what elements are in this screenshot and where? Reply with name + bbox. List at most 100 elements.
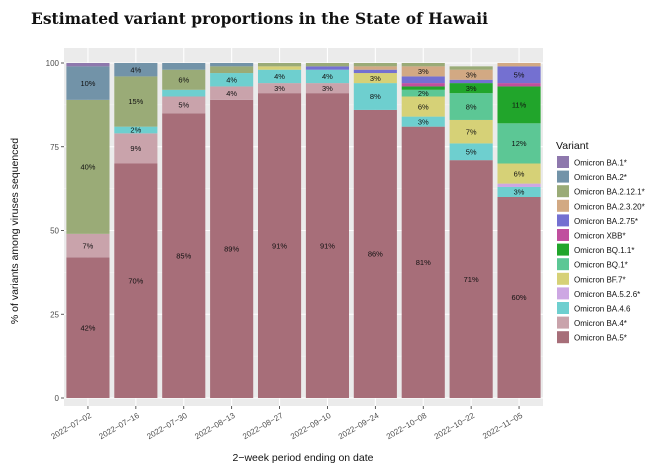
data-label: 4% (226, 89, 237, 98)
data-label: 8% (370, 92, 381, 101)
legend-swatch (557, 170, 569, 183)
bar-segment (66, 63, 110, 67)
bar-segment (257, 83, 302, 94)
bar-segment (401, 86, 445, 90)
bar-segment (353, 73, 397, 84)
bar-segment (449, 93, 493, 120)
bar-segment (66, 66, 110, 100)
legend-label: Omicron BA.1* (574, 159, 627, 168)
bar-segment (401, 96, 445, 117)
bar-segment (257, 69, 302, 84)
legend-label: Omicron BA.2.3.20* (574, 202, 645, 211)
bars (66, 63, 541, 399)
data-labels: 42% 7% 40% 10% 70% 9% 2% 15% 4% 85% 5% 6% 89% 4% 4% 91%… (80, 65, 526, 332)
bar-segment (114, 126, 158, 134)
x-tick-label: 2022−07−16 (97, 411, 141, 442)
legend-swatch (557, 258, 569, 271)
bar-segment (114, 63, 158, 77)
bar-segment (497, 163, 541, 184)
x-axis: 2022−07−02 2022−07−16 2022−07−30 2022−08−13… (50, 406, 525, 441)
bar-segment (66, 99, 110, 234)
data-label: 12% (512, 139, 527, 148)
data-label: 42% (80, 323, 95, 332)
bar-segment (162, 63, 206, 70)
data-label: 4% (130, 65, 141, 74)
y-tick-label: 25 (50, 310, 59, 319)
data-label: 7% (466, 127, 477, 136)
x-tick-label: 2022−09−24 (337, 411, 381, 442)
legend-swatch (557, 331, 569, 344)
bar-segment (305, 93, 350, 399)
bar-segment (305, 83, 350, 94)
data-label: 5% (514, 70, 525, 79)
bar-segment (257, 63, 302, 67)
bar-segment (401, 76, 445, 84)
data-label: 40% (80, 163, 95, 172)
legend-swatch (557, 316, 569, 329)
y-tick-label: 50 (50, 227, 59, 236)
data-label: 85% (176, 251, 191, 260)
bar-segment (497, 197, 541, 398)
data-label: 7% (83, 241, 94, 250)
data-label: 3% (466, 70, 477, 79)
bar-segment (353, 109, 397, 399)
bar-segment (497, 86, 541, 124)
bar-segment (114, 133, 158, 164)
bar-segment (114, 163, 158, 398)
data-label: 3% (466, 84, 477, 93)
legend-swatch (557, 272, 569, 285)
data-label: 4% (226, 75, 237, 84)
bar-segment (497, 186, 541, 197)
bar-segment (210, 99, 254, 398)
legend-swatch (557, 243, 569, 256)
bar-segment (497, 123, 541, 164)
x-tick-label: 2022−08−27 (241, 411, 285, 442)
y-axis-title: % of variants among viruses sequenced (9, 138, 21, 324)
y-tick-label: 0 (55, 394, 60, 403)
data-label: 60% (512, 293, 527, 302)
data-label: 91% (272, 241, 287, 250)
x-tick-label: 2022−07−30 (145, 411, 189, 442)
bar-segment (66, 233, 110, 258)
data-label: 9% (130, 144, 141, 153)
bar-segment (449, 79, 493, 84)
chart-title: Estimated variant proportions in the Sta… (31, 9, 489, 28)
bar-segment (305, 66, 350, 70)
bar-segment (257, 93, 302, 399)
data-label: 91% (320, 241, 335, 250)
bar-segment (353, 69, 397, 74)
data-label: 86% (368, 250, 383, 259)
bar-segment (449, 83, 493, 94)
data-label: 3% (370, 74, 381, 83)
bar-segment (162, 69, 206, 90)
data-label: 89% (224, 245, 239, 254)
x-tick-label: 2022−10−08 (385, 411, 429, 442)
data-label: 3% (322, 84, 333, 93)
bar-segment (210, 66, 254, 74)
legend-swatch (557, 287, 569, 300)
legend-title: Variant (556, 140, 589, 152)
legend-label: Omicron BA.4* (574, 319, 627, 328)
bar-segment (497, 83, 541, 87)
bar-segment (353, 83, 397, 110)
data-label: 4% (322, 72, 333, 81)
bar-segment (449, 66, 493, 70)
bar-segment (497, 66, 541, 84)
bar-segment (449, 69, 493, 80)
bar-segment (449, 119, 493, 144)
data-label: 2% (418, 89, 429, 98)
bar-segment (401, 126, 445, 399)
legend-label: Omicron BA.5.2.6* (574, 290, 640, 299)
bar-segment (66, 257, 110, 398)
data-label: 15% (128, 97, 143, 106)
x-tick-label: 2022−08−13 (193, 411, 237, 442)
legend-swatch (557, 199, 569, 212)
legend-swatch (557, 185, 569, 198)
data-label: 8% (466, 102, 477, 111)
data-label: 2% (130, 126, 141, 135)
bar-segment (210, 63, 254, 67)
bar-segment (497, 183, 541, 187)
data-label: 6% (418, 102, 429, 111)
legend-label: Omicron BA.2* (574, 173, 627, 182)
